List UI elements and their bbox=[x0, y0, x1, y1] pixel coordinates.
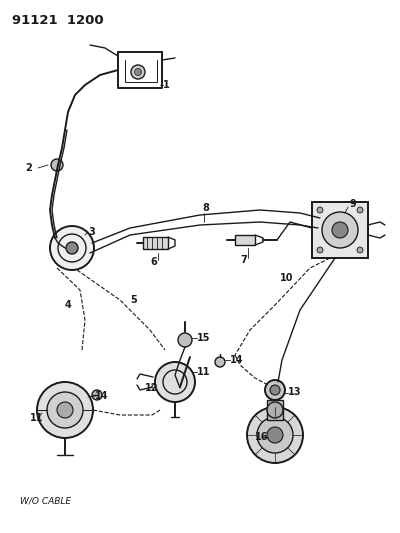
Circle shape bbox=[357, 247, 363, 253]
Text: 91121  1200: 91121 1200 bbox=[12, 14, 104, 27]
Circle shape bbox=[134, 69, 142, 76]
Text: 15: 15 bbox=[197, 333, 210, 343]
Circle shape bbox=[270, 385, 280, 395]
Text: 4: 4 bbox=[65, 300, 72, 310]
Circle shape bbox=[155, 362, 195, 402]
Text: 13: 13 bbox=[288, 387, 302, 397]
Text: 9: 9 bbox=[350, 199, 357, 209]
Bar bbox=[143, 237, 168, 249]
Text: 10: 10 bbox=[280, 273, 294, 283]
Circle shape bbox=[57, 402, 73, 418]
Bar bbox=[267, 400, 283, 420]
Bar bbox=[235, 235, 255, 245]
Circle shape bbox=[178, 380, 186, 388]
Circle shape bbox=[178, 333, 192, 347]
Text: 8: 8 bbox=[202, 203, 209, 213]
Circle shape bbox=[247, 407, 303, 463]
Text: 11: 11 bbox=[197, 367, 210, 377]
Text: 14: 14 bbox=[230, 355, 244, 365]
Bar bbox=[312, 202, 368, 258]
Text: 5: 5 bbox=[130, 295, 137, 305]
Circle shape bbox=[357, 207, 363, 213]
Circle shape bbox=[322, 212, 358, 248]
Text: 12: 12 bbox=[145, 383, 158, 393]
Circle shape bbox=[131, 65, 145, 79]
Circle shape bbox=[47, 392, 83, 428]
Circle shape bbox=[37, 382, 93, 438]
Circle shape bbox=[66, 242, 78, 254]
Circle shape bbox=[332, 222, 348, 238]
Text: W/O CABLE: W/O CABLE bbox=[20, 496, 71, 505]
Circle shape bbox=[51, 159, 63, 171]
Circle shape bbox=[317, 207, 323, 213]
Text: 6: 6 bbox=[150, 257, 157, 267]
Circle shape bbox=[257, 417, 293, 453]
Circle shape bbox=[50, 226, 94, 270]
Text: 11: 11 bbox=[30, 413, 44, 423]
Text: 16: 16 bbox=[255, 432, 268, 442]
Text: 2: 2 bbox=[25, 163, 32, 173]
Circle shape bbox=[267, 427, 283, 443]
Circle shape bbox=[215, 357, 225, 367]
Text: 3: 3 bbox=[88, 227, 95, 237]
Text: 7: 7 bbox=[240, 255, 247, 265]
Circle shape bbox=[267, 402, 283, 418]
Circle shape bbox=[92, 390, 102, 400]
Circle shape bbox=[265, 380, 285, 400]
Text: 14: 14 bbox=[95, 391, 108, 401]
Text: 1: 1 bbox=[163, 80, 170, 90]
Circle shape bbox=[317, 247, 323, 253]
